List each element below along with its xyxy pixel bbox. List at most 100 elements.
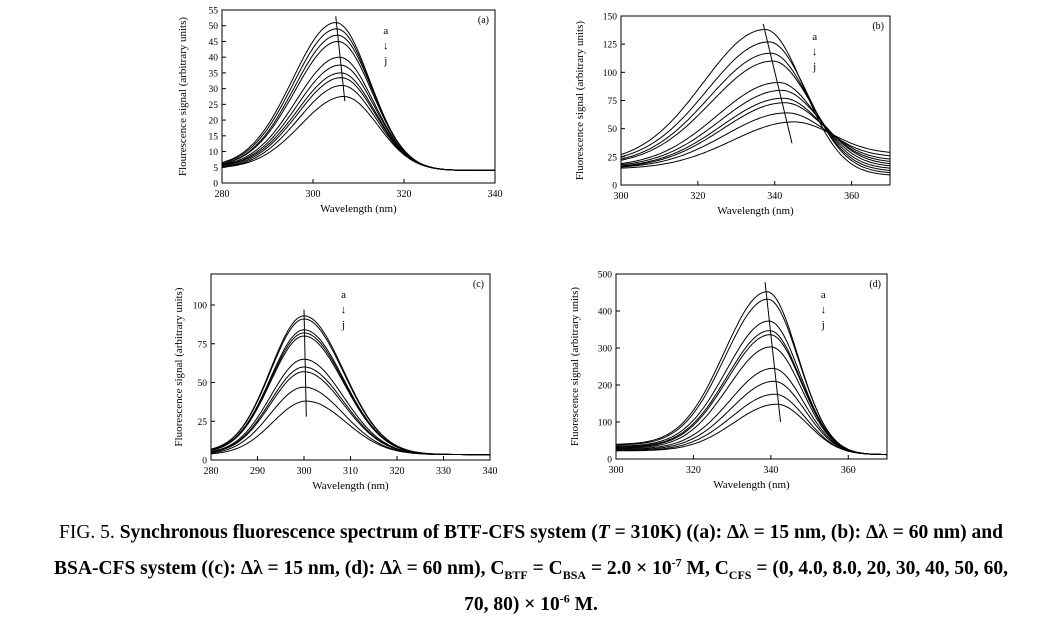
x-tick-label: 340	[488, 189, 503, 200]
series-line-f	[616, 346, 887, 456]
y-tick-label: 15	[209, 132, 219, 142]
x-tick-label: 320	[690, 191, 705, 202]
peak-shift-line	[762, 23, 793, 144]
figure-caption: FIG. 5. Synchronous fluorescence spectru…	[0, 515, 1062, 623]
caption-sub-btf: BTF	[504, 567, 528, 582]
x-tick-label: 320	[686, 465, 701, 476]
caption-line-1: FIG. 5. Synchronous fluorescence spectru…	[0, 515, 1062, 551]
y-tick-label: 30	[209, 85, 219, 95]
peak-shift-line	[303, 309, 307, 417]
annotation-arrow: ↓	[812, 46, 818, 58]
x-tick-label: 280	[215, 189, 230, 200]
y-tick-label: 100	[603, 69, 618, 79]
series-line-j	[621, 121, 890, 169]
y-tick-label: 35	[209, 69, 219, 79]
y-axis-label: Fluorescence signal (arbitrary units)	[574, 21, 586, 180]
y-tick-label: 75	[608, 97, 618, 107]
series-line-i	[222, 85, 495, 171]
series-line-c	[211, 329, 490, 456]
caption-line-2: BSA-CFS system ((c): Δλ = 15 nm, (d): Δλ…	[0, 551, 1062, 587]
panel-label: (d)	[869, 279, 881, 290]
caption-text-2a: BSA-CFS system ((c): Δλ = 15 nm, (d): Δλ…	[54, 558, 505, 579]
series-line-c	[621, 52, 890, 171]
y-axis-label: Fluorescence signal (arbitrary units)	[569, 287, 581, 446]
annotation-start: a	[821, 289, 826, 301]
series-line-j	[616, 403, 887, 456]
caption-eq2: = 2.0 × 10	[586, 558, 672, 579]
series-line-a	[621, 29, 890, 176]
y-tick-label: 125	[603, 41, 618, 51]
peak-shift-line	[764, 282, 782, 423]
y-axis-label: Flourescence signal (arbitrary units)	[177, 17, 189, 176]
y-tick-label: 0	[213, 180, 218, 190]
series-line-h	[616, 380, 887, 456]
series-group	[621, 23, 890, 176]
x-axis-label: Wavelength (nm)	[312, 480, 389, 492]
series-line-b	[211, 318, 490, 456]
y-tick-label: 50	[608, 125, 618, 135]
caption-text-1a: Synchronous fluorescence spectrum of BTF…	[119, 522, 598, 543]
annotation-end: j	[383, 55, 387, 67]
y-tick-label: 25	[198, 418, 208, 428]
annotation-start: a	[341, 289, 346, 301]
caption-eq4: = (0, 4.0, 8.0, 20, 30, 40, 50, 60,	[751, 558, 1008, 579]
chart-panel-b: 300 320 340 360 0 25 50 75 100 125 150 Wavelength (…	[574, 13, 891, 217]
x-tick-label: 300	[306, 189, 321, 200]
x-tick-label: 300	[609, 465, 624, 476]
x-tick-label: 320	[390, 466, 405, 477]
y-tick-label: 50	[198, 379, 208, 389]
y-tick-label: 20	[209, 117, 219, 127]
x-axis-label: Wavelength (nm)	[717, 205, 794, 217]
series-line-h	[621, 102, 890, 167]
chart-panel-a: 280 300 320 340 0 5 10 15 20 25 30 35 40 45 50 55 Wavele…	[177, 7, 503, 216]
annotation-start: a	[383, 25, 388, 37]
caption-line-3: 70, 80) × 10-6 M.	[0, 587, 1062, 623]
x-axis-label: Wavelength (nm)	[713, 479, 790, 491]
series-line-d	[211, 332, 490, 456]
series-line-i	[621, 112, 890, 168]
y-tick-label: 55	[209, 7, 219, 17]
caption-text-3b: M.	[569, 594, 598, 615]
panel-label: (b)	[872, 21, 884, 32]
x-tick-label: 360	[844, 191, 859, 202]
caption-text-1b: = 310K) ((a): Δλ = 15 nm, (b): Δλ = 60 n…	[609, 522, 1003, 543]
panel-label: (a)	[478, 15, 489, 26]
x-tick-label: 340	[763, 465, 778, 476]
series-line-g	[621, 97, 890, 167]
annotation-end: j	[812, 61, 816, 73]
series-line-j	[222, 96, 495, 171]
annotation-arrow: ↓	[383, 40, 389, 52]
x-axis-label: Wavelength (nm)	[320, 203, 397, 215]
x-tick-label: 300	[297, 466, 312, 477]
series-line-e	[621, 82, 890, 167]
y-tick-label: 5	[213, 164, 218, 174]
series-line-f	[222, 64, 495, 171]
series-line-d	[616, 330, 887, 456]
y-tick-label: 25	[209, 101, 219, 111]
annotation-end: j	[341, 319, 345, 331]
figure-panels: 280 300 320 340 0 5 10 15 20 25 30 35 40 45 50 55 Wavele…	[173, 7, 891, 492]
y-tick-label: 10	[209, 148, 219, 158]
annotation-arrow: ↓	[821, 304, 827, 316]
y-tick-label: 50	[209, 22, 219, 32]
panel-label: (c)	[473, 279, 484, 290]
caption-exp2: -6	[559, 591, 570, 606]
y-tick-label: 300	[598, 345, 613, 355]
caption-eq1: = C	[527, 558, 563, 579]
caption-text-3a: 70, 80) × 10	[464, 594, 560, 615]
y-tick-label: 0	[607, 456, 612, 466]
y-tick-label: 40	[209, 54, 219, 64]
caption-exp1: -7	[671, 555, 682, 570]
y-tick-label: 150	[603, 13, 618, 23]
annotation-end: j	[821, 319, 825, 331]
caption-prefix: FIG. 5.	[59, 522, 120, 543]
series-line-b	[621, 41, 890, 174]
x-tick-label: 360	[841, 465, 856, 476]
series-group	[222, 16, 495, 171]
annotation-start: a	[812, 31, 817, 43]
plot-frame	[221, 9, 496, 184]
series-line-e	[211, 335, 490, 456]
series-group	[616, 282, 887, 456]
x-tick-label: 340	[767, 191, 782, 202]
chart-panel-c: 280 290 300 310 320 330 340 0 25 50 75 100 Wavelengt…	[173, 273, 498, 492]
